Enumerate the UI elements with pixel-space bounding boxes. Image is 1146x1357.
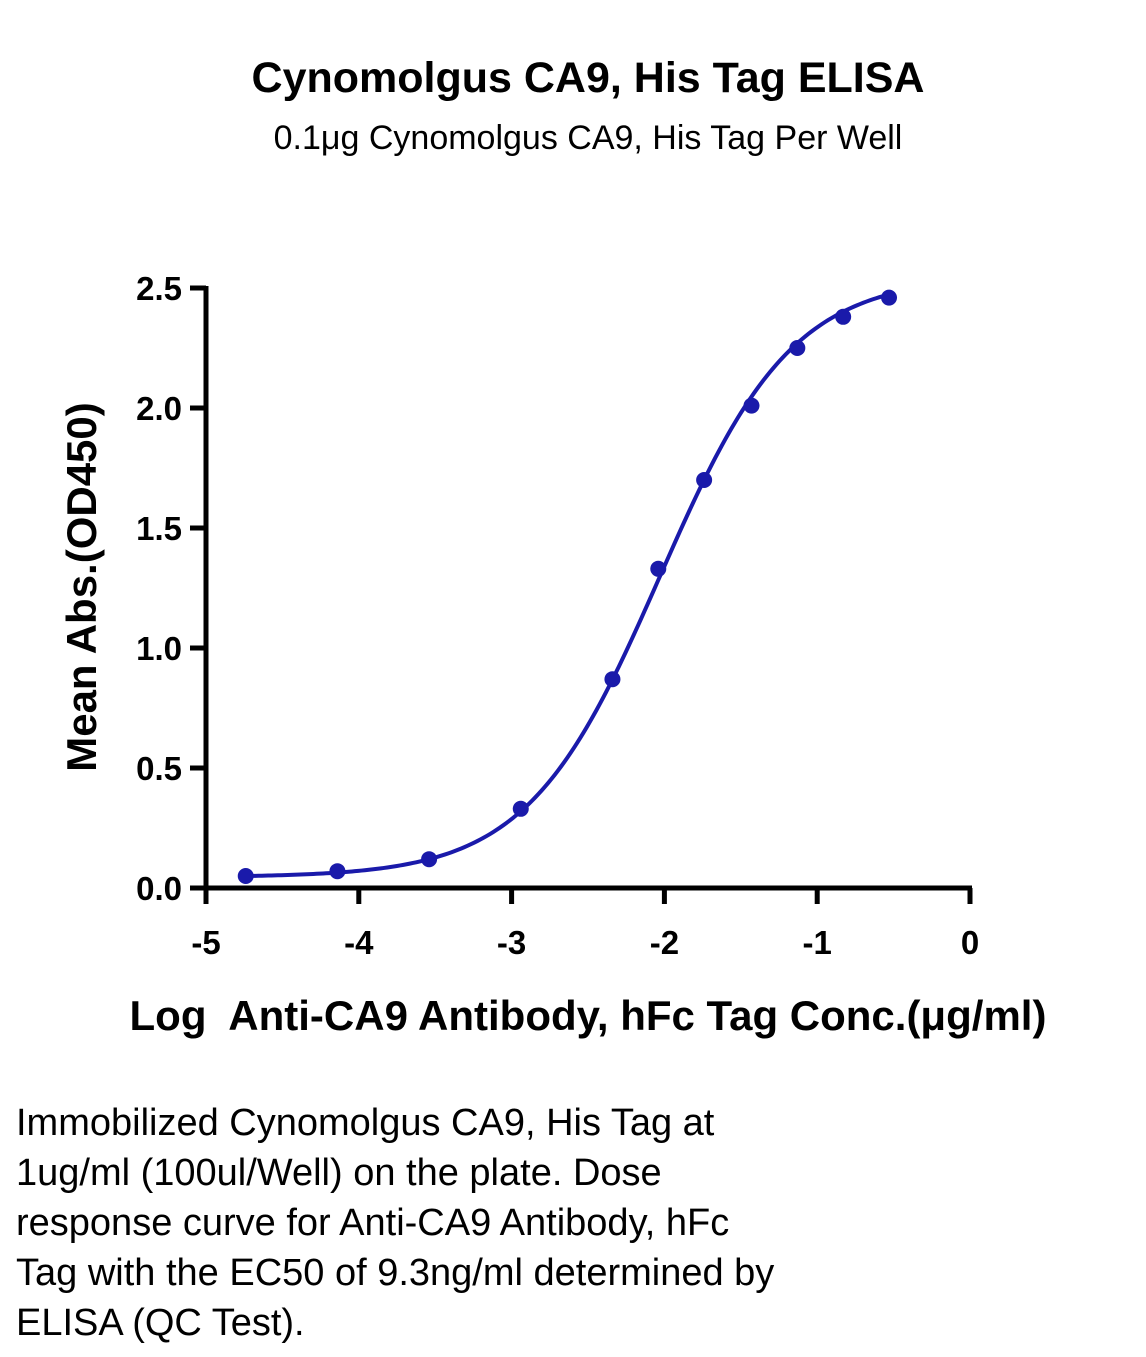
y-tick-label: 2.0 <box>136 390 182 427</box>
data-point <box>650 560 667 577</box>
data-point <box>789 340 806 356</box>
x-tick-label: -1 <box>803 924 832 961</box>
x-tick-label: -2 <box>650 924 679 961</box>
y-tick-label: 0.0 <box>136 870 182 907</box>
x-tick-label: 0 <box>961 924 979 961</box>
data-point <box>237 868 254 884</box>
data-point <box>329 863 346 880</box>
elisa-chart: 0.0 0.5 1.0 1.5 2.0 2.5 -5 -4 -3 -2 -1 0 Mean Abs.(… <box>58 270 1047 1039</box>
data-point <box>835 308 852 325</box>
data-points-layer <box>237 289 898 884</box>
chart-axes: 0.0 0.5 1.0 1.5 2.0 2.5 -5 -4 -3 -2 -1 0 <box>136 270 979 961</box>
data-point <box>881 289 898 306</box>
x-tick-label: -3 <box>497 924 526 961</box>
y-axis-title: Mean Abs.(OD450) <box>58 402 105 772</box>
fit-curve-layer <box>245 292 890 879</box>
y-tick-label: 1.0 <box>136 630 182 667</box>
figure-caption: Immobilized Cynomolgus CA9, His Tag at 1… <box>16 1102 775 1344</box>
x-axis-title: Log Anti-CA9 Antibody, hFc Tag Conc.(μg/… <box>130 992 1047 1039</box>
y-tick-label: 1.5 <box>136 510 182 547</box>
chart-subtitle: 0.1μg Cynomolgus CA9, His Tag Per Well <box>273 119 903 157</box>
y-tick-label: 2.5 <box>136 270 182 307</box>
fit-curve <box>245 292 890 879</box>
x-tick-label: -5 <box>191 924 220 961</box>
data-point <box>512 800 529 817</box>
data-point <box>696 472 713 488</box>
data-point <box>743 397 760 414</box>
chart-title: Cynomolgus CA9, His Tag ELISA <box>251 54 925 102</box>
x-tick-label: -4 <box>344 924 374 961</box>
y-tick-label: 0.5 <box>136 750 182 787</box>
data-point <box>604 671 621 688</box>
data-point <box>421 851 438 868</box>
